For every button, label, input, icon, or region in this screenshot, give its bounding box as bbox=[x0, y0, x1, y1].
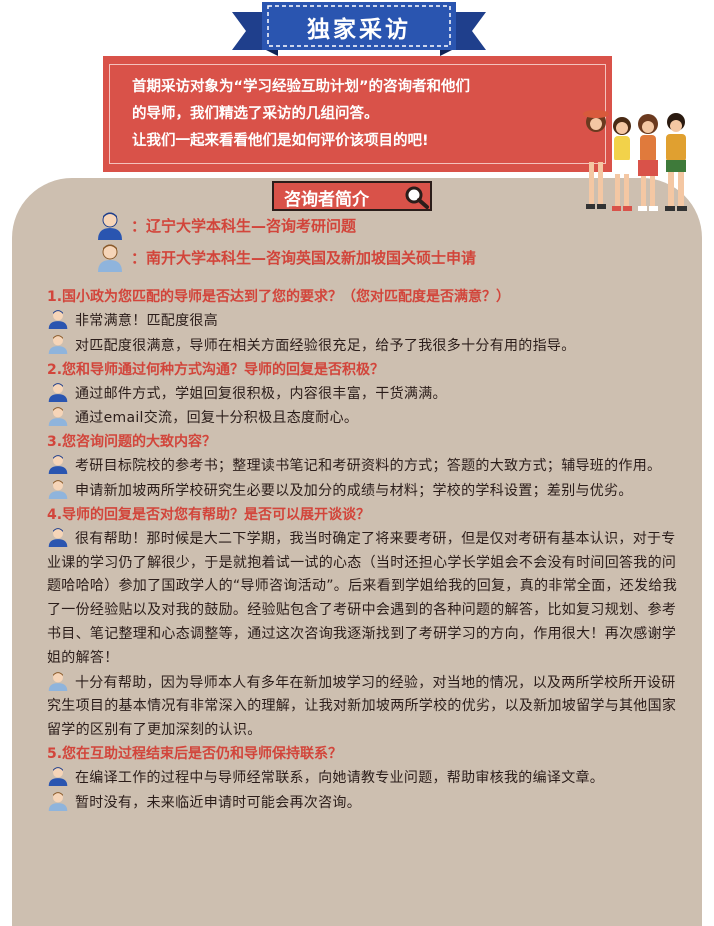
title-ribbon: 独家采访 bbox=[232, 0, 486, 56]
avatar-light-icon bbox=[48, 671, 68, 691]
intro-line: 的导师，我们精选了采访的几组问答。 bbox=[132, 106, 379, 122]
avatar-blue-icon bbox=[98, 212, 122, 240]
question-3: 3.您咨询问题的大致内容？ bbox=[47, 434, 217, 451]
answer: 非常满意！匹配度很高 bbox=[47, 309, 677, 334]
section-title-text: 咨询者简介 bbox=[284, 190, 369, 210]
ribbon-shape bbox=[232, 2, 486, 56]
students-illustration-icon bbox=[583, 110, 687, 211]
answer-text: 很有帮助！那时候是大二下学期，我当时确定了将来要考研，但是仅对考研有基本认识，对… bbox=[47, 530, 678, 666]
answer: 对匹配度很满意，导师在相关方面经验很充足，给予了我很多十分有用的指导。 bbox=[47, 334, 677, 359]
answer: 暂时没有，未来临近申请时可能会再次咨询。 bbox=[47, 791, 677, 816]
intro-line: 首期采访对象为“学习经验互助计划”的咨询者和他们 bbox=[132, 79, 471, 95]
avatar-light-icon bbox=[48, 334, 68, 354]
avatar-blue-icon bbox=[48, 310, 68, 329]
question-4: 4.导师的回复是否对您有帮助？是否可以展开谈谈？ bbox=[47, 506, 371, 523]
answer: 申请新加坡两所学校研究生必要以及加分的成绩与材料；学校的学科设置；差别与优劣。 bbox=[47, 479, 677, 504]
interviewee-desc: ：辽宁大学本科生—咨询考研问题 bbox=[131, 217, 357, 235]
answer-text: 在编译工作的过程中与导师经常联系，向她请教专业问题，帮助审核我的编译文章。 bbox=[75, 769, 605, 786]
answer-text: 暂时没有，未来临近申请时可能会再次咨询。 bbox=[75, 794, 361, 811]
section-title: 咨询者简介 bbox=[272, 181, 432, 211]
answer-text: 考研目标院校的参考书；整理读书笔记和考研资料的方式；答题的大致方式；辅导班的作用… bbox=[75, 458, 662, 475]
content-panel bbox=[12, 178, 702, 926]
avatar-blue-icon bbox=[48, 527, 68, 547]
avatar-light-icon bbox=[48, 480, 68, 499]
avatar-blue-icon bbox=[48, 767, 68, 786]
answer: 通过email交流，回复十分积极且态度耐心。 bbox=[47, 406, 677, 431]
avatar-blue-icon bbox=[48, 382, 68, 402]
question-1: 1.国小政为您匹配的导师是否达到了您的要求？（您对匹配度是否满意？） bbox=[47, 289, 511, 305]
avatar-light-icon bbox=[48, 407, 68, 427]
qa-list: 1.国小政为您匹配的导师是否达到了您的要求？（您对匹配度是否满意？） 非常满意！… bbox=[47, 286, 677, 816]
intro-box: 首期采访对象为“学习经验互助计划”的咨询者和他们 的导师，我们精选了采访的几组问… bbox=[103, 56, 612, 172]
answer: 在编译工作的过程中与导师经常联系，向她请教专业问题，帮助审核我的编译文章。 bbox=[47, 766, 677, 791]
intro-frame: 首期采访对象为“学习经验互助计划”的咨询者和他们 的导师，我们精选了采访的几组问… bbox=[109, 64, 606, 164]
intro-line: 让我们一起来看看他们是如何评价该项目的吧! bbox=[132, 133, 429, 149]
avatar-light-icon bbox=[98, 244, 122, 272]
avatar-blue-icon bbox=[48, 455, 68, 475]
banner-title: 独家采访 bbox=[307, 17, 411, 43]
answer-text: 申请新加坡两所学校研究生必要以及加分的成绩与材料；学校的学科设置；差别与优劣。 bbox=[75, 482, 633, 499]
magnifier-icon bbox=[405, 186, 429, 209]
question-2: 2.您和导师通过何种方式沟通？导师的回复是否积极？ bbox=[47, 361, 385, 378]
answer: 通过邮件方式，学姐回复很积极，内容很丰富，干货满满。 bbox=[47, 382, 677, 407]
answer-text: 对匹配度很满意，导师在相关方面经验很充足，给予了我很多十分有用的指导。 bbox=[75, 337, 576, 354]
answer: 考研目标院校的参考书；整理读书笔记和考研资料的方式；答题的大致方式；辅导班的作用… bbox=[47, 454, 677, 479]
answer-text: 通过邮件方式，学姐回复很积极，内容很丰富，干货满满。 bbox=[75, 385, 447, 402]
interviewee-desc: ：南开大学本科生—咨询英国及新加坡国关硕士申请 bbox=[131, 249, 477, 267]
answer-text: 非常满意！匹配度很高 bbox=[75, 313, 218, 329]
avatar-light-icon bbox=[48, 791, 68, 811]
question-5: 5.您在互助过程结束后是否仍和导师保持联系？ bbox=[47, 745, 343, 762]
answer: 很有帮助！那时候是大二下学期，我当时确定了将来要考研，但是仅对考研有基本认识，对… bbox=[47, 527, 677, 671]
answer-text: 通过email交流，回复十分积极且态度耐心。 bbox=[75, 410, 359, 427]
answer-text: 十分有帮助，因为导师本人有多年在新加坡学习的经验，对当地的情况，以及两所学校所开… bbox=[47, 674, 677, 739]
answer: 十分有帮助，因为导师本人有多年在新加坡学习的经验，对当地的情况，以及两所学校所开… bbox=[47, 671, 677, 743]
